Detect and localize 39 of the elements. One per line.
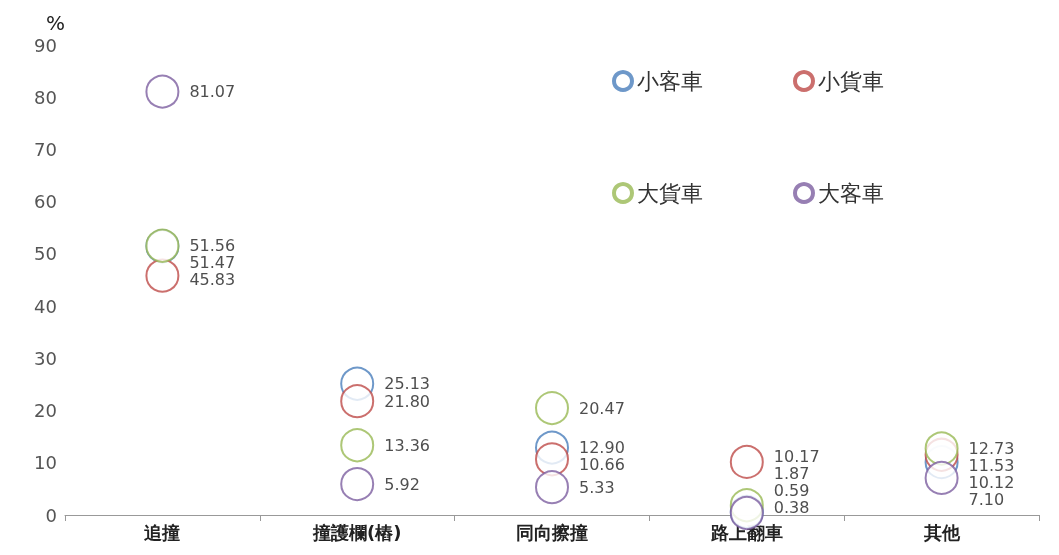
data-label: 7.10 [968,490,1005,510]
data-label: 20.47 [579,398,625,418]
x-tick-label: 撞護欄(樁) [311,521,402,543]
legend-label: 小貨車 [818,68,884,94]
y-tick-label: 50 [34,243,57,265]
data-label: 11.53 [968,456,1015,476]
x-tick-label: 同向擦撞 [516,521,588,543]
data-label: 5.33 [579,477,615,497]
y-axis-title: % [45,11,65,35]
x-tick-label: 其他 [922,521,961,543]
data-label: 0.59 [773,480,810,500]
y-tick-label: 60 [34,191,57,213]
y-tick-label: 30 [34,347,57,369]
y-tick-label: 0 [45,504,57,526]
data-label: 81.07 [189,82,236,102]
data-label: 12.90 [579,438,625,458]
x-tick-label: 追撞 [143,521,181,543]
y-tick-label: 40 [34,295,57,317]
y-tick-label: 80 [34,86,57,108]
data-label: 10.17 [773,446,820,466]
data-label: 5.92 [384,474,420,494]
legend-label: 小客車 [637,68,703,94]
data-label: 10.12 [968,473,1015,493]
data-label: 0.38 [773,497,810,517]
data-label: 25.13 [384,374,431,394]
data-label: 13.36 [384,435,431,455]
y-tick-label: 90 [34,34,57,56]
data-label: 51.56 [189,236,236,256]
y-tick-label: 70 [34,138,57,160]
legend-label: 大貨車 [637,180,703,206]
data-label: 21.80 [384,391,431,411]
legend-label: 大客車 [818,180,884,206]
y-tick-label: 10 [34,452,57,474]
data-label: 10.66 [579,455,625,475]
data-label: 1.87 [773,463,810,483]
y-tick-label: 20 [34,400,57,422]
data-label: 51.47 [189,253,236,273]
data-label: 12.73 [968,439,1015,459]
data-label: 45.83 [189,270,236,290]
